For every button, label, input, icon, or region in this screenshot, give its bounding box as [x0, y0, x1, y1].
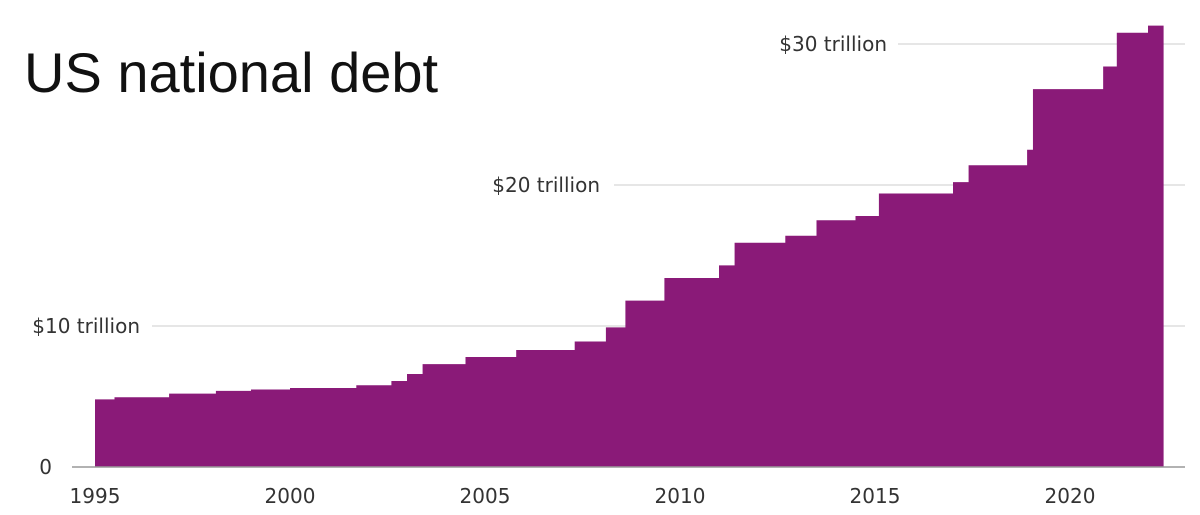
- x-tick-label: 1995: [70, 484, 121, 508]
- debt-area-series: [95, 25, 1164, 467]
- x-tick-label: 2000: [265, 484, 316, 508]
- x-tick-label: 2005: [460, 484, 511, 508]
- x-tick-label: 2010: [655, 484, 706, 508]
- y-tick-label: $30 trillion: [779, 32, 887, 56]
- y-tick-label: 0: [39, 455, 52, 479]
- chart-title: US national debt: [24, 41, 439, 104]
- x-tick-labels: 1995 2000 2005 2010 2015 2020: [70, 484, 1096, 508]
- x-tick-label: 2020: [1045, 484, 1096, 508]
- x-tick-label: 2015: [850, 484, 901, 508]
- y-tick-label: $20 trillion: [492, 173, 600, 197]
- y-tick-label: $10 trillion: [32, 314, 140, 338]
- debt-area: [95, 25, 1164, 467]
- y-tick-labels: 0 $10 trillion $20 trillion $30 trillion: [32, 32, 887, 479]
